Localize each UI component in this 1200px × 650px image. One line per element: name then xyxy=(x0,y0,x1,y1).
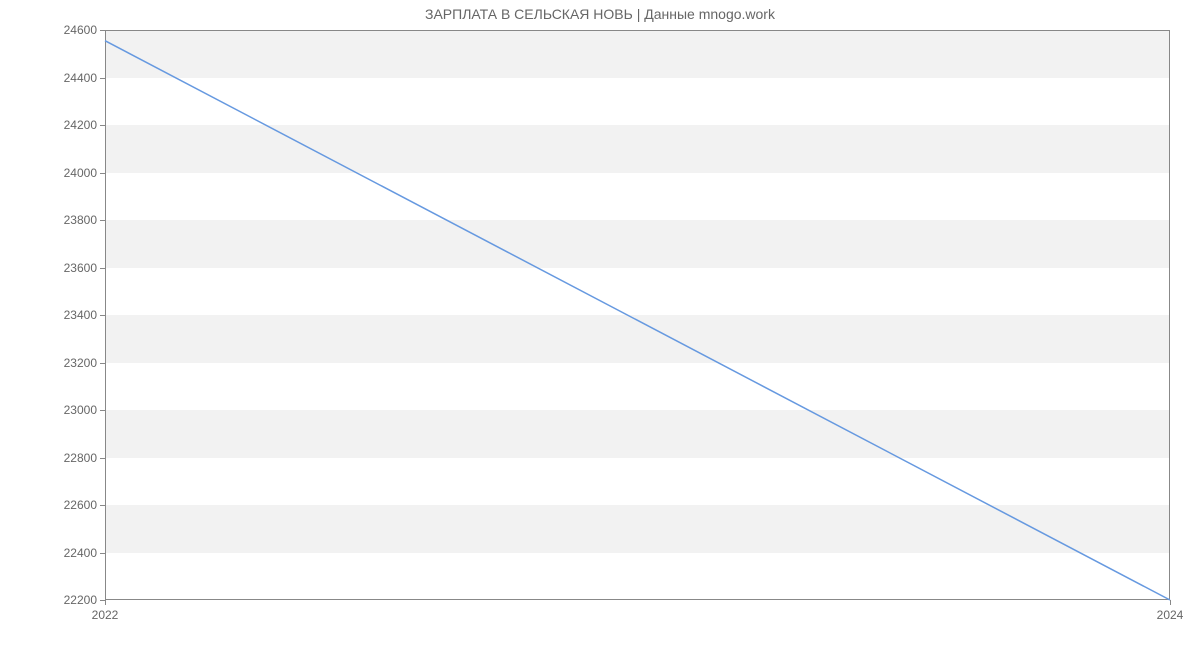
y-tick-label: 24600 xyxy=(64,23,105,37)
y-tick-label: 23000 xyxy=(64,403,105,417)
chart-title: ЗАРПЛАТА В СЕЛЬСКАЯ НОВЬ | Данные mnogo.… xyxy=(0,6,1200,22)
y-tick-label: 24000 xyxy=(64,166,105,180)
y-tick-label: 23400 xyxy=(64,308,105,322)
y-tick-label: 22800 xyxy=(64,451,105,465)
line-layer xyxy=(105,30,1170,600)
y-tick-label: 23800 xyxy=(64,213,105,227)
y-tick-label: 22600 xyxy=(64,498,105,512)
plot-area: 2220022400226002280023000232002340023600… xyxy=(105,30,1170,600)
x-tick-label: 2024 xyxy=(1157,600,1184,622)
y-tick-label: 22400 xyxy=(64,546,105,560)
series-line-salary xyxy=(105,41,1170,600)
salary-line-chart: ЗАРПЛАТА В СЕЛЬСКАЯ НОВЬ | Данные mnogo.… xyxy=(0,0,1200,650)
y-tick-label: 23600 xyxy=(64,261,105,275)
y-tick-label: 23200 xyxy=(64,356,105,370)
y-tick-label: 24400 xyxy=(64,71,105,85)
y-tick-label: 24200 xyxy=(64,118,105,132)
x-tick-label: 2022 xyxy=(92,600,119,622)
